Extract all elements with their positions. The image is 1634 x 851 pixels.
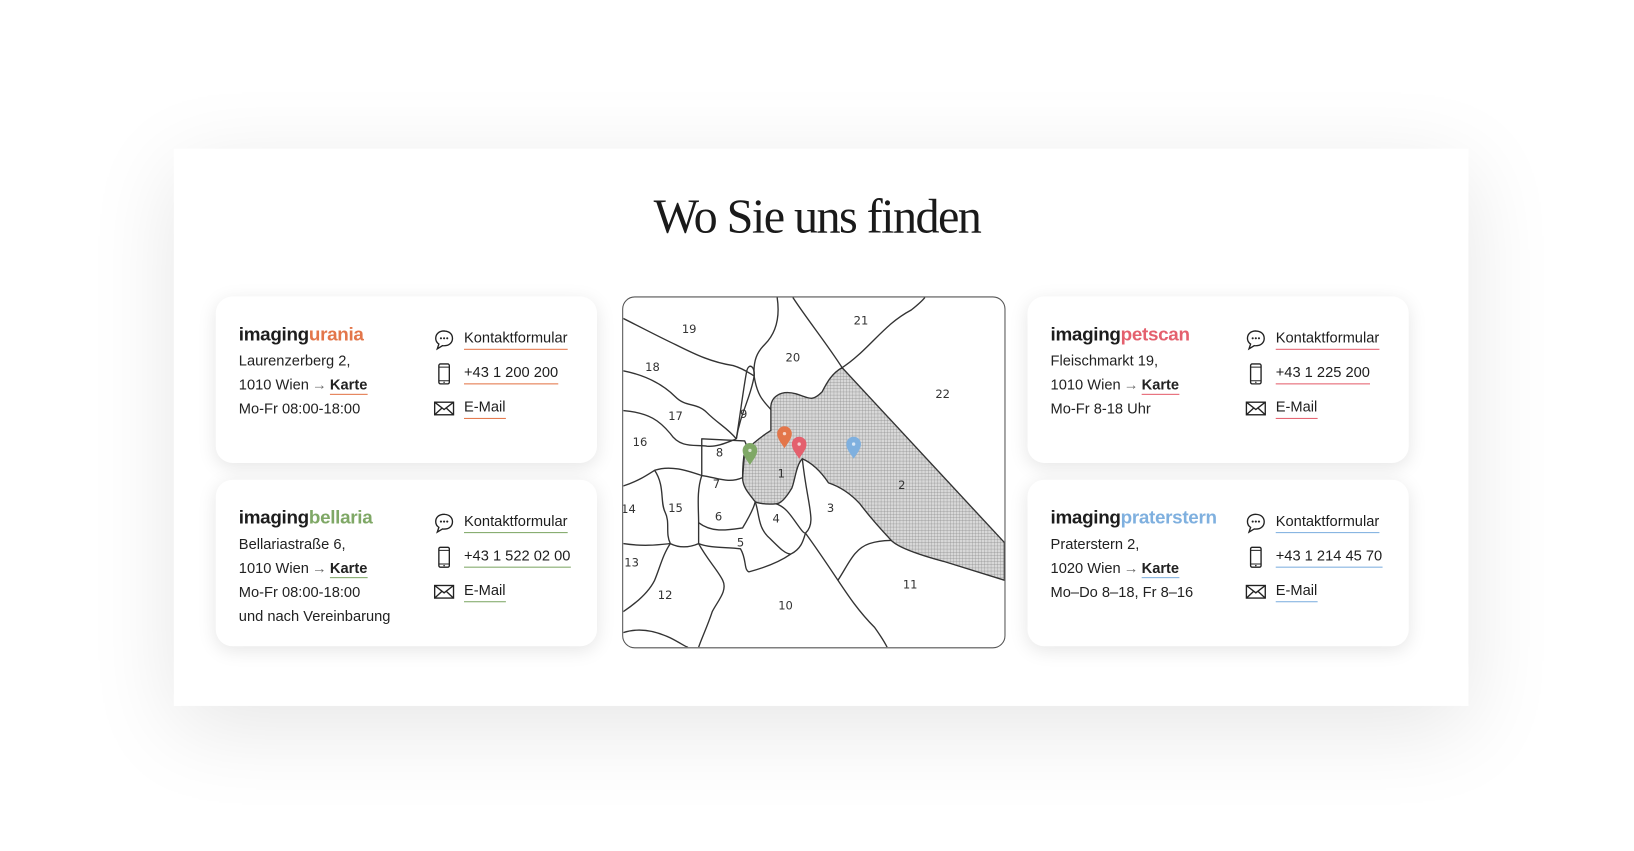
map-link[interactable]: Karte (329, 559, 368, 579)
address: Fleischmarkt 19, 1010 Wien → Karte Mo-Fr 8-1… (1051, 349, 1180, 421)
brand-logo: imagingurania (238, 323, 364, 345)
phone-link[interactable]: +43 1 522 02 00 (433, 539, 571, 574)
location-card-bellaria: imagingbellaria Bellariastraße 6, 1010 Wi… (215, 479, 598, 647)
map-link[interactable]: Karte (1141, 376, 1180, 395)
district-label-17: 17 (668, 409, 683, 423)
district-label-14: 14 (623, 502, 636, 516)
district-label-13: 13 (624, 556, 639, 570)
contact-form-link[interactable]: Kontaktformular (433, 505, 571, 540)
district-label-9: 9 (740, 407, 747, 421)
phone-icon (1249, 546, 1262, 568)
district-label-21: 21 (854, 314, 869, 328)
email-link[interactable]: E-Mail (433, 391, 568, 426)
phone-icon (438, 546, 451, 568)
city: 1010 Wien (238, 559, 309, 577)
phone-link[interactable]: +43 1 225 200 (1244, 356, 1379, 391)
district-label-7: 7 (713, 477, 720, 491)
district-label-16: 16 (633, 435, 648, 449)
arrow-right-icon: → (1123, 376, 1139, 393)
address: Laurenzerberg 2, 1010 Wien → Karte Mo-Fr 08:… (239, 349, 368, 421)
chat-bubble-icon (1246, 329, 1265, 350)
district-label-19: 19 (682, 322, 697, 336)
district-label-22: 22 (935, 387, 950, 401)
street: Praterstern 2, (1050, 535, 1140, 552)
email-link[interactable]: E-Mail (433, 574, 571, 609)
phone-icon (438, 362, 451, 385)
map-link[interactable]: Karte (329, 376, 368, 395)
map-pin-urania[interactable] (777, 426, 792, 449)
contact-form-link[interactable]: Kontaktformular (1244, 322, 1380, 357)
district-label-2: 2 (898, 478, 905, 492)
map-link[interactable]: Karte (1141, 559, 1180, 579)
brand-logo: imagingbellaria (238, 506, 373, 528)
chat-bubble-icon (435, 329, 454, 350)
city: 1010 Wien (238, 376, 309, 393)
chat-bubble-icon (435, 513, 454, 534)
page-title: Wo Sie uns finden (653, 189, 982, 243)
opening-hours: Mo–Do 8–18, Fr 8–16 (1050, 583, 1194, 601)
opening-hours: Mo-Fr 08:00-18:00 (238, 583, 361, 601)
district-label-18: 18 (645, 360, 660, 374)
district-label-8: 8 (716, 446, 723, 460)
brand-logo: imagingpetscan (1050, 323, 1190, 345)
arrow-right-icon: → (1123, 559, 1139, 577)
street: Bellariastraße 6, (238, 535, 346, 552)
opening-hours: Mo-Fr 8-18 Uhr (1050, 400, 1151, 417)
district-label-10: 10 (778, 599, 793, 613)
district-label-15: 15 (668, 501, 683, 515)
mail-icon (433, 400, 455, 415)
district-label-4: 4 (772, 512, 779, 526)
email-link[interactable]: E-Mail (1244, 391, 1379, 426)
mail-icon (1245, 400, 1266, 415)
city: 1020 Wien (1050, 559, 1121, 577)
map-pin-praterstern[interactable] (846, 436, 861, 459)
street: Fleischmarkt 19, (1050, 351, 1159, 369)
street: Laurenzerberg 2, (238, 351, 351, 369)
address: Bellariastraße 6, 1010 Wien → Karte Mo-Fr 08… (239, 532, 391, 628)
city: 1010 Wien (1050, 376, 1121, 393)
opening-hours: Mo-Fr 08:00-18:00 (238, 400, 361, 417)
arrow-right-icon: → (312, 376, 327, 393)
location-card-urania: imagingurania Laurenzerberg 2, 1010 Wien →… (215, 296, 598, 463)
opening-hours: und nach Vereinbarung (238, 607, 391, 625)
address: Praterstern 2, 1020 Wien → Karte Mo–Do 8–18,… (1051, 532, 1194, 604)
chat-bubble-icon (1246, 513, 1265, 534)
contact-form-link[interactable]: Kontaktformular (1244, 505, 1382, 540)
contact-form-link[interactable]: Kontaktformular (433, 322, 568, 357)
phone-icon (1249, 362, 1262, 385)
district-label-3: 3 (827, 501, 834, 515)
location-card-petscan: imagingpetscan Fleischmarkt 19, 1010 Wien… (1027, 296, 1409, 463)
vienna-district-map[interactable]: 12345678910111213141516171819202122 (622, 296, 1006, 649)
district-label-1: 1 (778, 467, 785, 481)
map-pin-petscan[interactable] (791, 436, 807, 459)
district-label-12: 12 (658, 588, 673, 602)
district-1-2-highlight (741, 366, 1005, 581)
arrow-right-icon: → (312, 559, 327, 577)
email-link[interactable]: E-Mail (1244, 574, 1382, 609)
brand-logo: imagingpraterstern (1050, 506, 1217, 528)
phone-link[interactable]: +43 1 200 200 (433, 356, 568, 391)
mail-icon (1245, 584, 1266, 599)
mail-icon (433, 584, 455, 599)
district-label-5: 5 (737, 536, 744, 550)
district-label-20: 20 (786, 350, 801, 364)
district-label-6: 6 (715, 510, 722, 524)
district-label-11: 11 (903, 578, 918, 592)
phone-link[interactable]: +43 1 214 45 70 (1244, 539, 1383, 574)
map-pin-bellaria[interactable] (742, 443, 758, 466)
location-card-praterstern: imagingpraterstern Praterstern 2, 1020 Wi… (1027, 479, 1409, 647)
